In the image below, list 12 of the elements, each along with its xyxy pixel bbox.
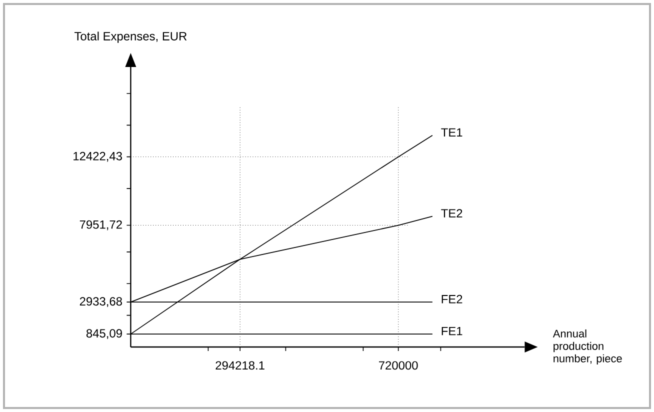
series-label: TE1 [441,128,462,137]
x-axis-title: Annual production number, piece [552,329,622,365]
series-label: FE1 [442,326,462,336]
y-tick-label: 12422,43 [74,152,122,162]
y-tick-label: 7951,72 [80,220,122,230]
x-tick-label: 294218.1 [216,361,264,370]
y-tick-label: 845,09 [86,329,122,340]
x-tick-label: 720000 [378,361,418,370]
y-axis-title: Total Expenses, EUR [74,32,187,43]
series-label: FE2 [442,294,462,304]
y-tick-label: 2933,68 [80,297,122,308]
series-label: TE2 [441,209,462,218]
